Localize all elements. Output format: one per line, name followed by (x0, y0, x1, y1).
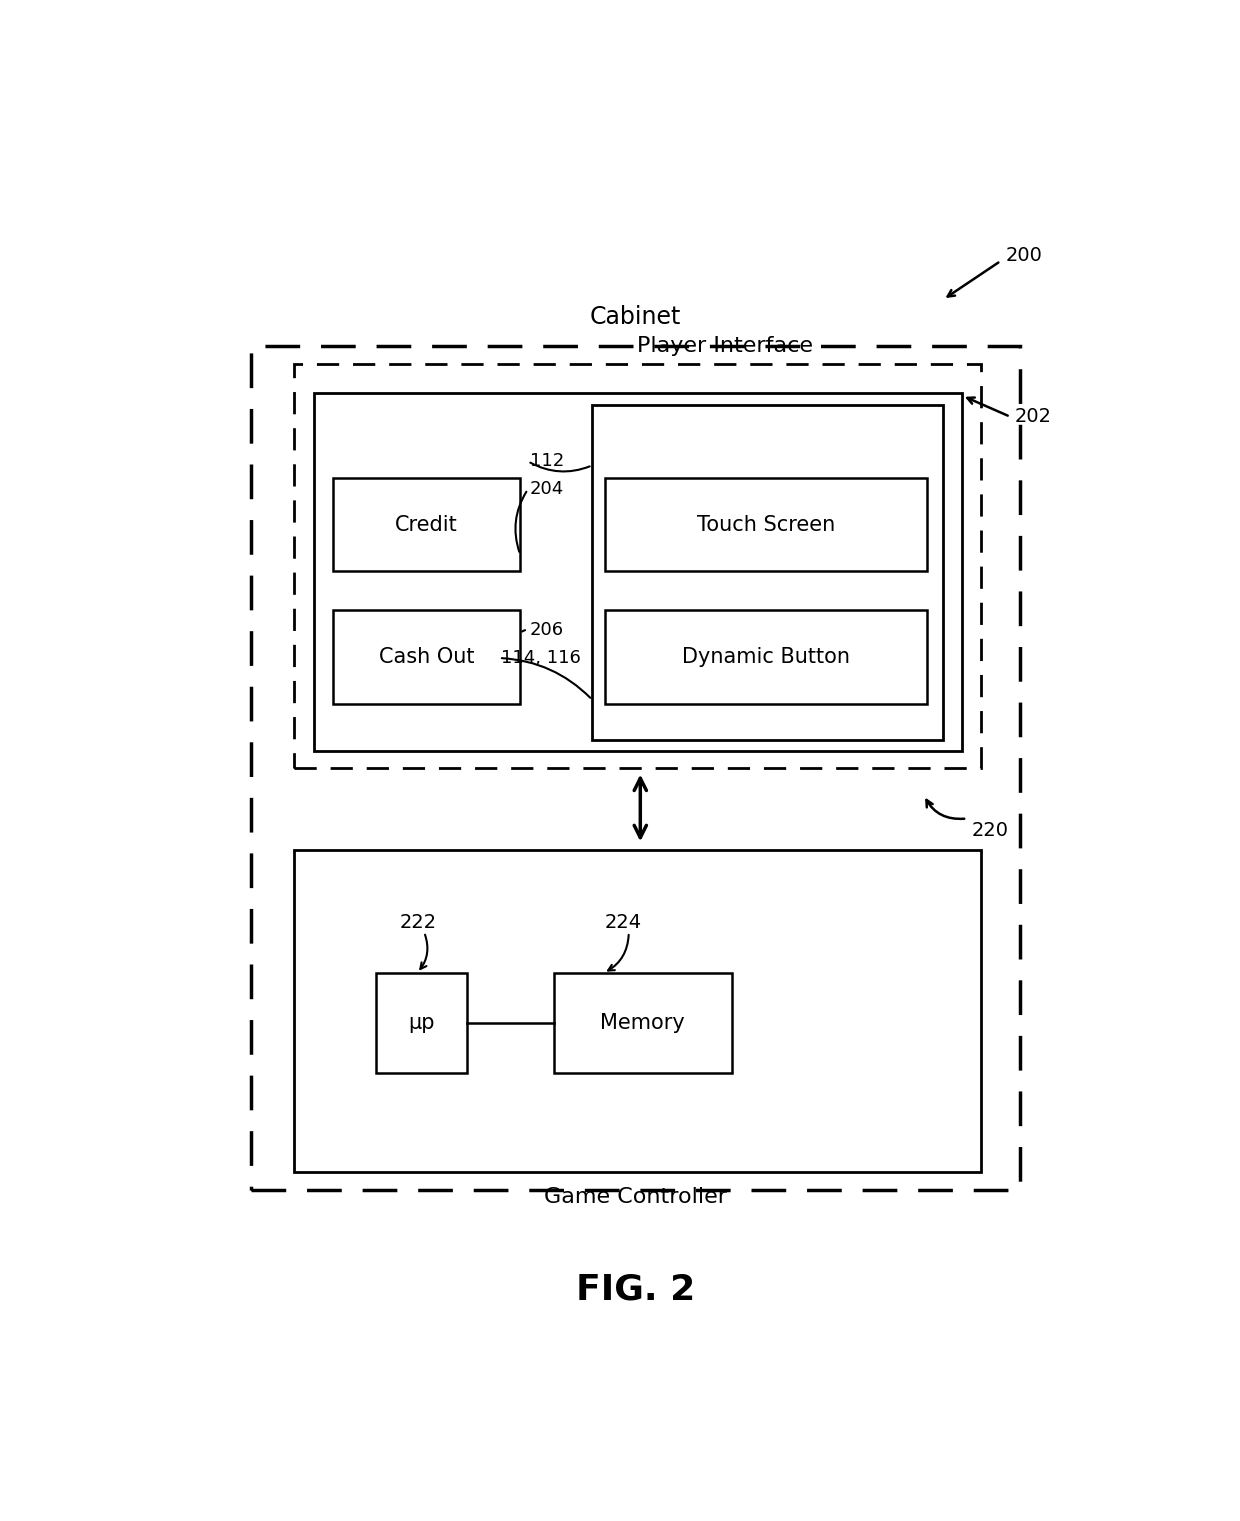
Text: 202: 202 (1016, 408, 1052, 426)
Text: 112: 112 (529, 452, 564, 470)
Text: 114, 116: 114, 116 (501, 649, 580, 668)
Text: 220: 220 (972, 821, 1009, 840)
Text: Memory: Memory (600, 1013, 684, 1033)
Text: 224: 224 (605, 913, 642, 932)
Bar (314, 394, 962, 750)
Bar (332, 478, 521, 572)
Text: μp: μp (408, 1013, 435, 1033)
Bar (554, 973, 732, 1072)
Text: Credit: Credit (396, 514, 458, 534)
Text: Dynamic Button: Dynamic Button (682, 646, 849, 666)
Text: Game Controller: Game Controller (544, 1188, 727, 1208)
Text: 206: 206 (529, 621, 564, 639)
Text: 204: 204 (529, 481, 564, 499)
Bar (294, 364, 982, 768)
Bar (605, 478, 926, 572)
Text: Cabinet: Cabinet (590, 304, 681, 329)
Bar (593, 405, 942, 741)
Text: Player Interface: Player Interface (637, 336, 813, 356)
Text: Cash Out: Cash Out (378, 646, 474, 666)
Bar (332, 610, 521, 704)
Bar (605, 610, 926, 704)
Text: 200: 200 (1006, 245, 1043, 265)
Text: Touch Screen: Touch Screen (697, 514, 835, 534)
Text: FIG. 2: FIG. 2 (575, 1272, 696, 1307)
Bar (294, 850, 982, 1173)
Bar (376, 973, 467, 1072)
Bar (250, 347, 1021, 1189)
Text: 222: 222 (401, 913, 438, 932)
